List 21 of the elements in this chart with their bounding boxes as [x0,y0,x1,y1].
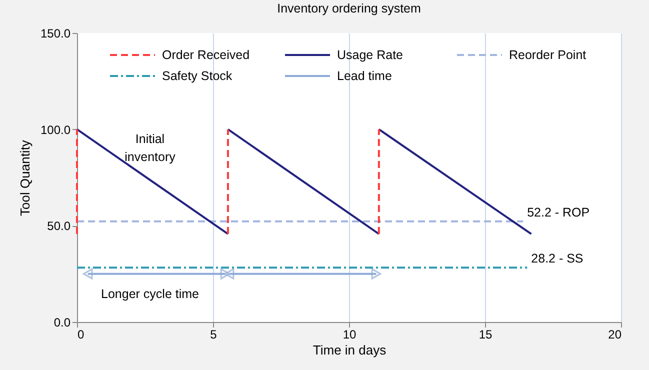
y-tick-label: 50.0 [47,219,71,234]
legend-label: Safety Stock [162,69,233,83]
legend-label: Reorder Point [509,48,587,62]
x-tick-label: 0 [78,328,84,342]
x-tick-label: 15 [478,328,492,342]
y-axis-title: Tool Quantity [17,140,32,216]
chart-title: Inventory ordering system [277,2,421,16]
annotation: 28.2 - SS [531,252,584,266]
y-tick-label: 0.0 [54,316,71,330]
x-tick-label: 10 [342,328,356,342]
annotation: Initial inventory [124,132,176,164]
annotation: 52.2 - ROP [527,205,590,220]
x-axis-title: Time in days [312,342,387,358]
x-tick-label: 20 [608,328,622,342]
y-tick-label: 150.0 [40,26,71,40]
legend-label: Lead time [337,69,392,83]
annotation: Longer cycle time [101,287,200,301]
x-tick-label: 5 [210,328,218,342]
y-tick-label: 100.0 [40,122,71,137]
legend-label: Usage Rate [337,48,404,62]
legend-label: Order Received [162,48,250,62]
